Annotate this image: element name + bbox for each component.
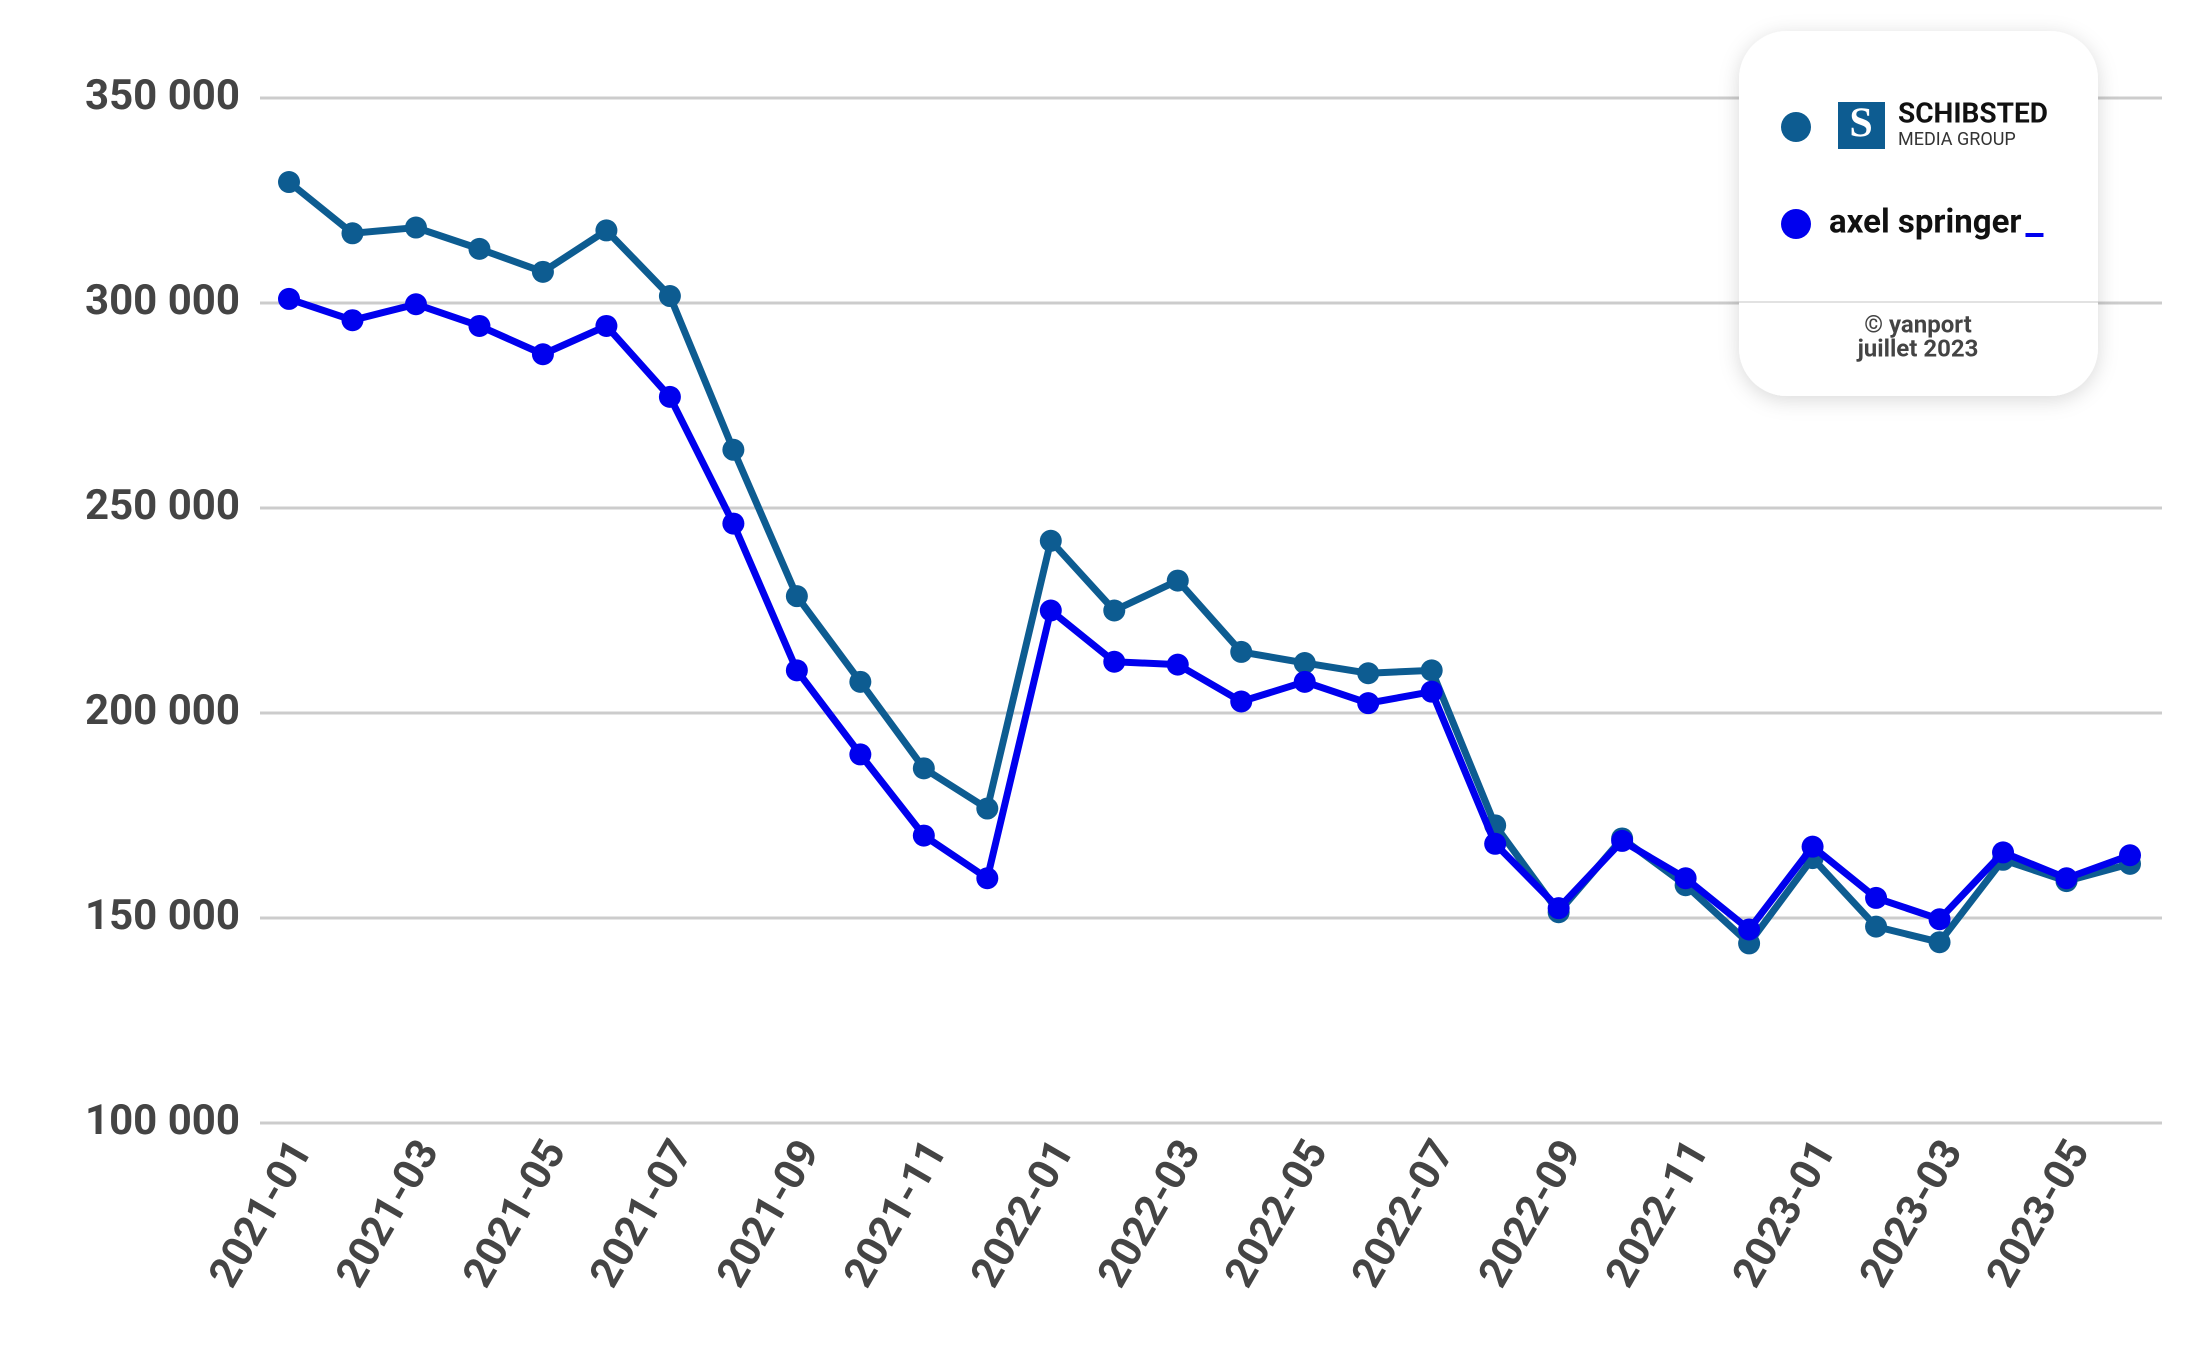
data-point [1230,690,1253,713]
data-point [722,438,745,461]
data-point [1674,867,1697,890]
data-point [1293,651,1316,674]
data-point [1039,599,1062,622]
x-tick-label: 2021-03 [326,1132,449,1296]
x-tick-label: 2023-01 [1723,1132,1846,1296]
x-tick-label: 2022-09 [1469,1132,1592,1296]
x-tick-label: 2021-09 [707,1132,830,1296]
data-point [1928,931,1951,954]
data-point [1420,680,1443,703]
data-point [1166,653,1189,676]
data-point [976,797,999,820]
data-point [1357,662,1380,685]
data-point [1928,908,1951,931]
y-tick-label: 250 000 [85,481,240,530]
x-tick-label: 2022-05 [1215,1132,1338,1296]
data-point [912,757,935,780]
data-point [1039,529,1062,552]
data-point [404,293,427,316]
data-point [404,216,427,239]
data-point [2055,867,2078,890]
data-point [1611,829,1634,852]
data-point [785,659,808,682]
legend-label: SCHIBSTED [1898,96,2048,129]
data-point [531,260,554,283]
data-point [1865,886,1888,909]
data-point [278,287,300,310]
x-tick-label: 2022-11 [1596,1132,1719,1296]
data-point [1865,915,1888,938]
data-point [1357,692,1380,715]
series-line [286,179,2131,947]
legend-label: axel springer [1829,203,2021,242]
x-tick-label: 2021-11 [834,1132,957,1296]
data-point [468,237,491,260]
data-point [531,343,554,366]
x-tick-label: 2021-05 [453,1132,576,1296]
data-point [976,867,999,890]
y-tick-label: 300 000 [85,276,240,325]
data-point [341,309,364,332]
data-point [1992,841,2015,864]
data-point [1166,569,1189,592]
logo-letter: S [1849,101,1872,147]
legend-box [1739,31,2098,396]
x-tick-label: 2021-01 [199,1132,322,1296]
data-point [1230,640,1253,663]
data-point [595,314,618,337]
data-point [1420,659,1443,682]
credit: © yanport [1864,310,1972,338]
x-tick-label: 2022-01 [961,1132,1084,1296]
series-line [287,295,2132,933]
y-tick-label: 100 000 [85,1096,240,1145]
data-point [658,285,681,308]
data-point [1293,670,1316,693]
credit: juillet 2023 [1856,334,1979,362]
data-point [278,171,300,194]
data-point [1738,918,1761,941]
data-point [722,512,745,535]
x-tick-label: 2022-03 [1088,1132,1211,1296]
data-point [785,585,808,608]
data-point [912,824,935,847]
data-point [595,219,618,242]
x-tick-label: 2023-05 [1977,1132,2100,1296]
data-point [341,222,364,245]
y-tick-label: 200 000 [85,686,240,735]
data-point [1484,832,1507,855]
legend-marker [1781,209,1811,239]
data-point [2119,844,2141,867]
data-point [468,314,491,337]
data-point [658,385,681,408]
data-point [849,670,872,693]
data-point [849,743,872,766]
x-tick-label: 2022-07 [1342,1132,1465,1296]
legend-sublabel: MEDIA GROUP [1898,129,2016,150]
logo-icon [1838,102,1885,149]
data-point [1103,650,1126,673]
y-tick-label: 150 000 [85,891,240,940]
x-tick-label: 2023-03 [1850,1132,1973,1296]
data-point [1801,835,1824,858]
data-point [1547,897,1570,920]
x-tick-label: 2021-07 [580,1132,703,1296]
data-point [1103,599,1126,622]
legend-marker [1781,112,1811,142]
y-tick-label: 350 000 [85,71,240,120]
